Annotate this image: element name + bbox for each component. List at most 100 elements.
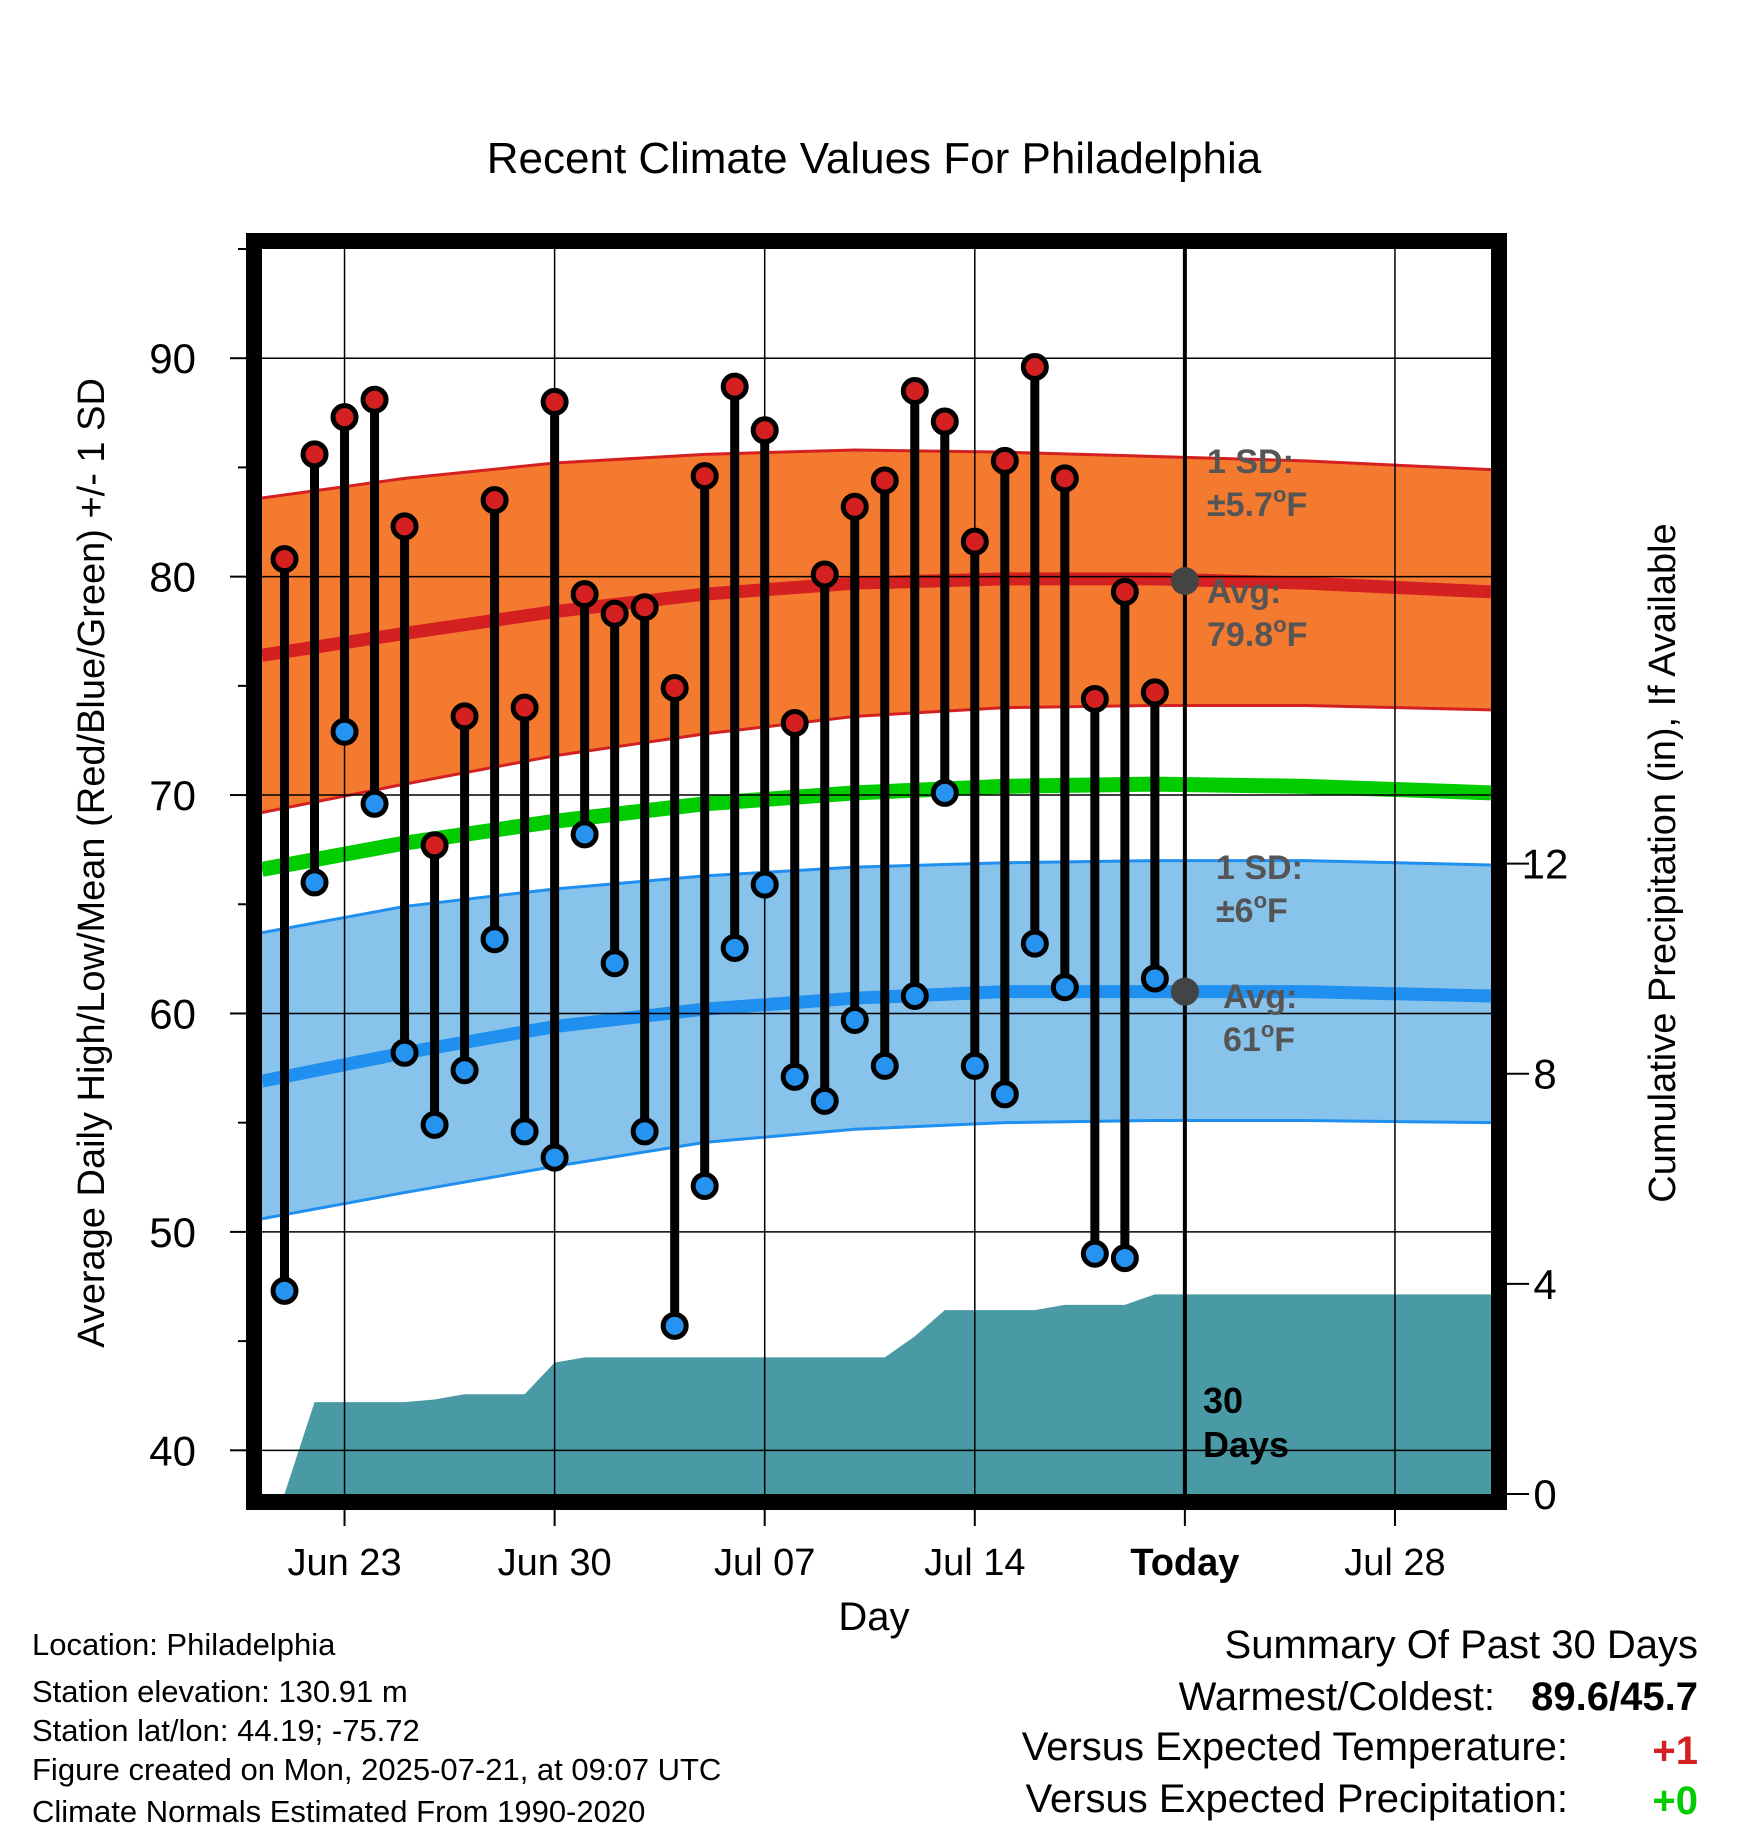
low-avg-dot [1170,977,1199,1006]
plot-area: 40 50 60 70 80 90 0 4 8 12 Jun 23 Jun 30 Jul 07 Jul 1… [149,233,1569,1584]
low-temp-point [330,717,359,746]
high-temp-point [780,708,809,737]
low-temp-point [750,870,779,899]
y-tick-label: 80 [149,554,196,601]
high-temp-point [540,387,569,416]
chart-title: Recent Climate Values For Philadelphia [487,134,1262,183]
high-avg-annotation-line1: Avg: [1207,573,1281,611]
high-temp-point [630,593,659,622]
low-temp-point [1020,929,1049,958]
y-tick-label: 50 [149,1209,196,1256]
high-temp-point [750,416,779,445]
low-temp-point [570,820,599,849]
summary-warmest-coldest-label: Warmest/Coldest: [1179,1675,1495,1719]
high-temp-point [840,492,869,521]
high-temp-point [510,693,539,722]
high-temp-point [270,545,299,574]
today-days-label: 30 [1203,1380,1243,1421]
x-tick-label: Jul 28 [1344,1542,1445,1584]
low-temp-point [1050,973,1079,1002]
x-axis-label: Day [838,1595,909,1639]
low-temp-point [390,1038,419,1067]
high-temp-point [390,512,419,541]
low-temp-point [840,1006,869,1035]
summary-vs-temp-value: +1 [1652,1729,1698,1773]
low-temp-point [540,1143,569,1172]
low-temp-point [660,1311,689,1340]
low-sd-annotation-line2: ±6oF [1216,888,1288,930]
high-temp-point [420,831,449,860]
high-temp-point [450,702,479,731]
high-temp-point [870,466,899,495]
today-days-label: Days [1203,1424,1289,1465]
low-temp-point [780,1062,809,1091]
low-temp-point [1080,1239,1109,1268]
low-temp-point [900,982,929,1010]
x-tick-label: Jun 23 [287,1542,401,1584]
low-avg-annotation-line2: 61oF [1223,1017,1295,1059]
precipitation-area [284,1294,1491,1494]
low-temp-point [720,933,749,962]
high-temp-point [990,446,1019,475]
high-temp-point [1050,464,1079,493]
low-temp-point [480,925,509,954]
low-temp-point [510,1117,539,1146]
low-sd-band-lower-edge [262,1119,1491,1221]
low-temp-point [990,1080,1019,1109]
summary-warmest-coldest-value: 89.6/45.7 [1531,1675,1698,1719]
y-tick-label: 40 [149,1427,196,1474]
plot-inner [262,249,1491,1494]
y-tick-label: 90 [149,335,196,382]
y2-tick-label: 0 [1533,1471,1556,1518]
summary-vs-temp-label: Versus Expected Temperature: [1022,1725,1568,1769]
summary-vs-precip-label: Versus Expected Precipitation: [1025,1777,1568,1821]
summary-title: Summary Of Past 30 Days [1225,1623,1698,1667]
x-tick-label: Jul 14 [924,1542,1025,1584]
low-temp-point [870,1051,899,1080]
low-temp-point [630,1117,659,1146]
y2-tick-label: 8 [1533,1051,1556,1098]
y2-axis-label: Cumulative Precipitation (in), If Availa… [1642,523,1684,1202]
high-temp-point [1140,678,1169,707]
x-tick-label: Jun 30 [498,1542,612,1584]
footer-normals: Climate Normals Estimated From 1990-2020 [32,1794,645,1828]
low-temp-point [300,868,329,897]
low-temp-point [960,1051,989,1080]
high-temp-point [960,527,989,556]
low-temp-point [450,1056,479,1085]
high-temp-point [1020,352,1049,381]
high-sd-annotation-line1: 1 SD: [1207,443,1294,481]
high-temp-point [600,599,629,628]
low-temp-point [1110,1244,1139,1273]
high-temp-point [900,376,929,405]
footer-created: Figure created on Mon, 2025-07-21, at 09… [32,1752,721,1787]
high-temp-point [360,385,389,414]
high-temp-point [480,486,509,515]
high-sd-annotation-line2: ±5.7oF [1207,482,1307,524]
y-tick-label: 70 [149,772,196,819]
footer-latlon: Station lat/lon: 44.19; -75.72 [32,1713,420,1748]
low-temp-point [1140,964,1169,993]
high-temp-point [690,462,719,491]
x-tick-label: Jul 07 [714,1542,815,1584]
low-temp-point [930,778,959,807]
footer-elevation: Station elevation: 130.91 m [32,1674,408,1709]
avg-mean-line [262,776,1491,877]
low-temp-point [810,1086,839,1115]
low-temp-point [270,1276,299,1305]
high-temp-point [930,407,959,436]
low-temp-point [420,1110,449,1139]
y-axis-label: Average Daily High/Low/Mean (Red/Blue/Gr… [71,378,113,1348]
y2-tick-label: 12 [1522,841,1569,888]
high-temp-point [1110,577,1139,606]
high-temp-point [300,440,329,469]
y-tick-label: 60 [149,990,196,1037]
high-temp-point [720,372,749,401]
low-temp-point [600,949,629,978]
summary-vs-precip-value: +0 [1652,1779,1698,1823]
y2-tick-label: 4 [1533,1261,1556,1308]
high-avg-dot [1170,567,1199,595]
high-temp-point [330,403,359,432]
high-temp-point [570,580,599,609]
